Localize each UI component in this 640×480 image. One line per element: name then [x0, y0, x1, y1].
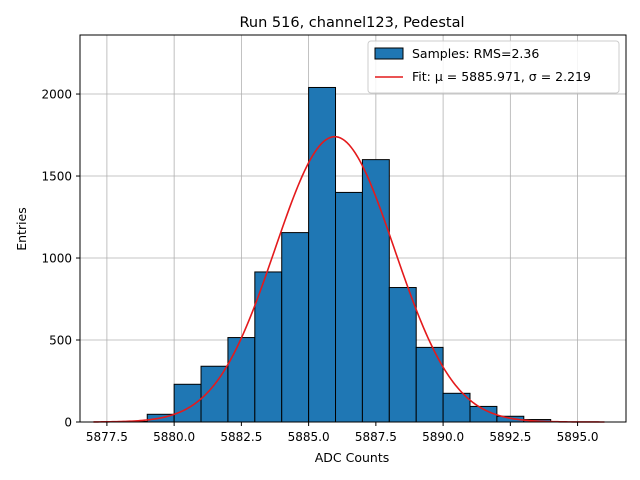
x-tick-label: 5885.0: [288, 430, 330, 444]
chart-title: Run 516, channel123, Pedestal: [239, 15, 464, 31]
histogram-bar: [361, 159, 390, 423]
y-tick-label: 2000: [41, 88, 72, 102]
histogram-bar: [281, 232, 310, 423]
legend-histogram-label: Samples: RMS=2.36: [412, 46, 539, 61]
x-tick-label: 5877.5: [86, 430, 128, 444]
x-tick-label: 5887.5: [355, 430, 397, 444]
histogram-bar: [335, 191, 363, 423]
y-tick-label: 1000: [41, 252, 72, 266]
legend-fit-label: Fit: μ = 5885.971, σ = 2.219: [412, 69, 591, 84]
y-tick-label: 500: [49, 334, 72, 348]
y-tick-label: 1500: [41, 170, 72, 184]
histogram-bar: [227, 337, 256, 423]
x-tick-label: 5890.0: [422, 430, 464, 444]
histogram-bar: [173, 383, 202, 423]
x-axis-ticks: 5877.5 5880.0 5882.5 5885.0 5887.5 5890.0 5892…: [86, 422, 599, 444]
histogram-bar: [442, 392, 471, 423]
plot-area-frame: [79, 34, 627, 423]
y-axis-ticks: 0 500 1000 1500 2000: [41, 88, 80, 430]
y-axis-label: Entries: [14, 207, 29, 251]
x-tick-label: 5892.5: [489, 430, 531, 444]
x-tick-label: 5882.5: [220, 430, 262, 444]
legend-histogram-swatch: [374, 47, 404, 60]
x-axis-label: ADC Counts: [315, 450, 390, 465]
histogram-bars: [119, 86, 552, 423]
x-tick-label: 5895.0: [557, 430, 599, 444]
legend-box: [367, 40, 620, 94]
fit-curve: [93, 135, 605, 423]
x-tick-label: 5880.0: [153, 430, 195, 444]
y-tick-label: 0: [64, 416, 72, 430]
legend: Samples: RMS=2.36 Fit: μ = 5885.971, σ =…: [367, 40, 620, 94]
fit-curve-group: [93, 135, 605, 423]
histogram-bar: [388, 287, 417, 423]
